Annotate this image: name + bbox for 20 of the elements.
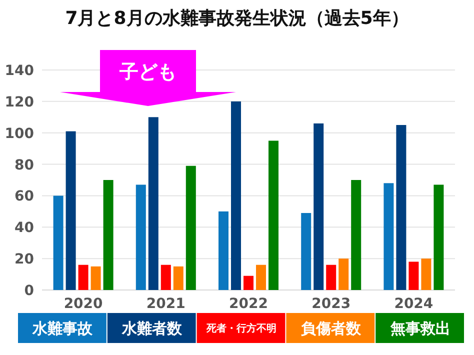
xtick: 2020 (64, 296, 103, 312)
ytick: 120 (4, 94, 34, 110)
ytick: 20 (14, 252, 34, 268)
legend-item: 死者・行方不明 (196, 313, 286, 343)
ytick: 100 (4, 126, 34, 142)
legend-item: 水難者数 (107, 313, 196, 343)
ytick: 60 (14, 188, 34, 205)
legend-item: 負傷者数 (286, 313, 375, 343)
legend-item: 無事救出 (376, 313, 464, 343)
xtick: 2022 (229, 296, 268, 312)
xtick: 2024 (394, 296, 434, 312)
annotation: 子ども (120, 61, 176, 83)
xtick: 2021 (146, 296, 186, 312)
ytick: 0 (24, 283, 34, 299)
legend-item: 水難事故 (18, 313, 106, 343)
ytick: 40 (14, 220, 34, 236)
xtick: 2023 (312, 296, 351, 312)
ytick: 80 (14, 157, 34, 174)
ytick: 140 (4, 63, 34, 79)
title: 7月と8月の水難事故発生状況（過去5年） (65, 8, 409, 29)
